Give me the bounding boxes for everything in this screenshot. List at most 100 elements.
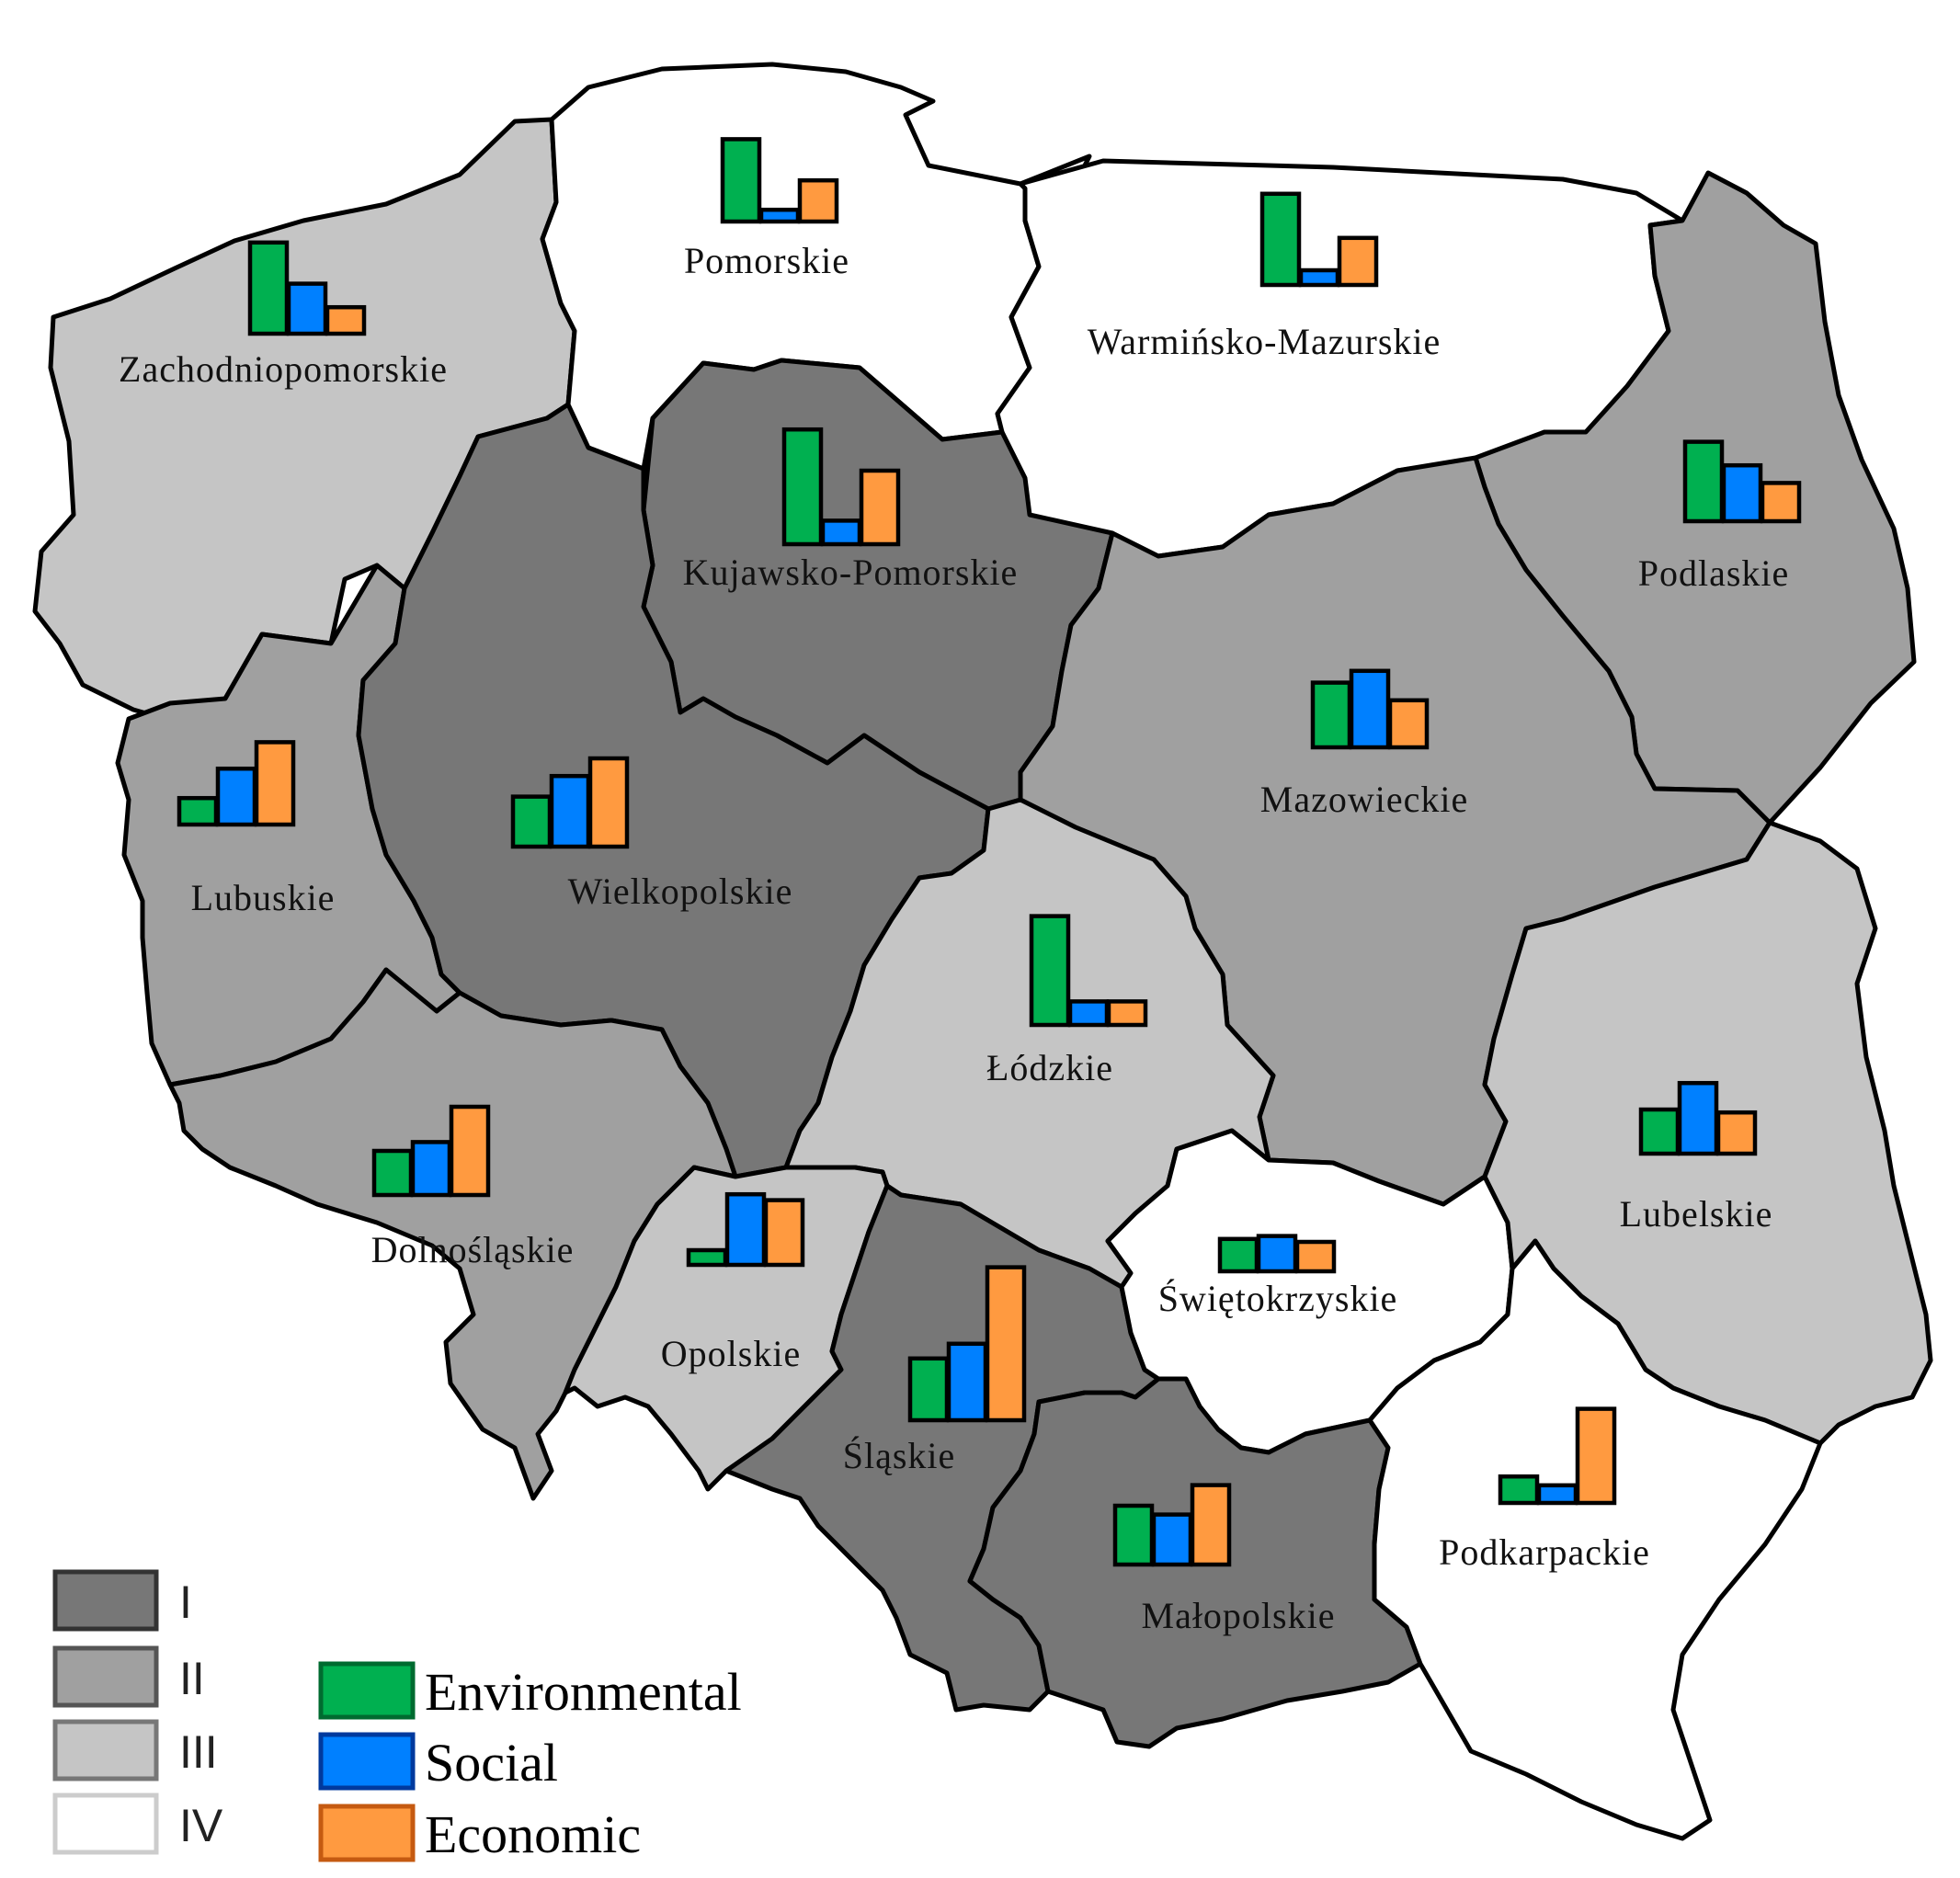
bar-pomorskie-environmental: [720, 137, 762, 224]
bar-warminsko-mazurskie-social: [1298, 267, 1340, 288]
bar-zachodniopomorskie-economic: [325, 304, 367, 336]
bar-kujawsko-pomorskie-social: [820, 518, 862, 547]
bar-lubuskie-economic: [254, 740, 296, 827]
bar-group-opolskie: [686, 1191, 805, 1268]
region-label-warminsko-mazurskie: Warmińsko-Mazurskie: [1088, 321, 1442, 362]
region-label-wielkopolskie: Wielkopolskie: [568, 871, 793, 912]
region-label-swietokrzyskie: Świętokrzyskie: [1158, 1278, 1398, 1319]
region-label-lodzkie: Łódzkie: [986, 1047, 1113, 1088]
bar-mazowieckie-social: [1349, 668, 1391, 750]
bar-group-pomorskie: [720, 137, 839, 224]
legend-swatch-class-iii: [52, 1719, 159, 1781]
bar-group-lubelskie: [1638, 1080, 1758, 1156]
bar-wielkopolskie-economic: [587, 756, 630, 849]
region-label-zachodniopomorskie: Zachodniopomorskie: [119, 348, 448, 390]
bar-group-podkarpackie: [1498, 1406, 1617, 1506]
bar-group-lodzkie: [1029, 914, 1148, 1028]
bar-opolskie-social: [724, 1191, 767, 1268]
bar-group-dolnoslaskie: [371, 1104, 491, 1198]
legend-label-class-iii: III: [179, 1726, 218, 1778]
legend-swatch-class-iv: [52, 1793, 159, 1855]
region-podkarpackie: [1367, 1238, 1823, 1841]
legend-label-class-iv: IV: [179, 1800, 223, 1851]
region-label-malopolskie: Małopolskie: [1142, 1595, 1336, 1636]
bar-swietokrzyskie-environmental: [1217, 1236, 1259, 1274]
bar-lodzkie-social: [1067, 999, 1110, 1028]
region-label-lubelskie: Lubelskie: [1620, 1193, 1773, 1235]
bar-podlaskie-environmental: [1682, 439, 1725, 524]
region-label-pomorskie: Pomorskie: [684, 240, 849, 281]
bar-lubelskie-economic: [1715, 1110, 1758, 1156]
bar-warminsko-mazurskie-environmental: [1259, 191, 1302, 288]
bar-lubelskie-environmental: [1638, 1107, 1681, 1156]
legend-label-social: Social: [425, 1733, 558, 1793]
bar-group-lubuskie: [177, 740, 296, 827]
bar-podkarpackie-economic: [1575, 1406, 1617, 1506]
region-label-mazowieckie: Mazowieckie: [1260, 779, 1468, 820]
bar-group-warminsko-mazurskie: [1259, 191, 1379, 288]
bar-group-slaskie: [907, 1265, 1027, 1423]
bar-podlaskie-social: [1721, 462, 1763, 524]
legend-swatch-environmental: [318, 1661, 416, 1720]
bar-swietokrzyskie-economic: [1294, 1239, 1337, 1274]
bar-lodzkie-economic: [1106, 999, 1148, 1028]
bar-wielkopolskie-social: [549, 773, 591, 849]
bar-zachodniopomorskie-social: [286, 281, 328, 336]
bar-dolnoslaskie-social: [410, 1140, 452, 1198]
bar-podkarpackie-environmental: [1498, 1474, 1540, 1506]
labels-layer: Zachodniopomorskie Pomorskie Warmińsko-Maz…: [119, 240, 1790, 1636]
region-label-podkarpackie: Podkarpackie: [1439, 1531, 1650, 1573]
bar-mazowieckie-environmental: [1310, 680, 1352, 750]
region-label-kujawsko-pomorskie: Kujawsko-Pomorskie: [683, 552, 1019, 593]
bar-group-swietokrzyskie: [1217, 1234, 1337, 1274]
bar-mazowieckie-economic: [1387, 698, 1430, 750]
bar-zachodniopomorskie-environmental: [247, 240, 290, 336]
legend-swatch-economic: [318, 1804, 416, 1862]
bar-lubelskie-social: [1677, 1080, 1719, 1156]
bar-lubuskie-social: [215, 766, 257, 827]
region-label-opolskie: Opolskie: [661, 1333, 801, 1374]
bar-swietokrzyskie-social: [1256, 1234, 1298, 1274]
region-label-lubuskie: Lubuskie: [191, 877, 336, 918]
bar-pomorskie-social: [758, 207, 801, 224]
bar-lodzkie-environmental: [1029, 914, 1071, 1028]
bar-slaskie-economic: [985, 1265, 1027, 1423]
legend-swatch-class-i: [52, 1569, 159, 1632]
bar-slaskie-social: [946, 1341, 988, 1423]
legend-label-class-i: I: [179, 1576, 192, 1628]
bar-kujawsko-pomorskie-economic: [859, 468, 901, 547]
bar-malopolskie-economic: [1190, 1483, 1232, 1567]
legend-swatch-social: [318, 1732, 416, 1791]
bar-podlaskie-economic: [1760, 481, 1802, 524]
bar-malopolskie-environmental: [1112, 1503, 1155, 1567]
bar-lubuskie-environmental: [177, 795, 219, 827]
region-label-dolnoslaskie: Dolnośląskie: [371, 1229, 575, 1270]
region-label-podlaskie: Podlaskie: [1638, 552, 1790, 594]
bar-kujawsko-pomorskie-environmental: [781, 427, 824, 547]
bar-wielkopolskie-environmental: [510, 794, 553, 849]
bar-opolskie-economic: [763, 1198, 805, 1268]
bar-slaskie-environmental: [907, 1356, 950, 1423]
region-label-slaskie: Śląskie: [843, 1435, 956, 1476]
legend-label-class-ii: II: [179, 1653, 205, 1704]
bar-group-mazowieckie: [1310, 668, 1430, 750]
bar-dolnoslaskie-economic: [449, 1104, 491, 1198]
bar-group-wielkopolskie: [510, 756, 630, 849]
bars-layer: [177, 137, 1802, 1567]
bar-podkarpackie-social: [1536, 1483, 1578, 1506]
bar-malopolskie-social: [1151, 1512, 1193, 1567]
bar-group-malopolskie: [1112, 1483, 1232, 1567]
legend-swatch-class-ii: [52, 1645, 159, 1708]
bar-group-zachodniopomorskie: [247, 240, 367, 336]
bar-pomorskie-economic: [797, 177, 839, 224]
legend-label-environmental: Environmental: [425, 1662, 742, 1722]
bar-dolnoslaskie-environmental: [371, 1148, 414, 1198]
legend-label-economic: Economic: [425, 1804, 641, 1864]
bar-opolskie-environmental: [686, 1247, 728, 1268]
bar-warminsko-mazurskie-economic: [1337, 235, 1379, 288]
bar-group-podlaskie: [1682, 439, 1802, 524]
bar-group-kujawsko-pomorskie: [781, 427, 901, 547]
